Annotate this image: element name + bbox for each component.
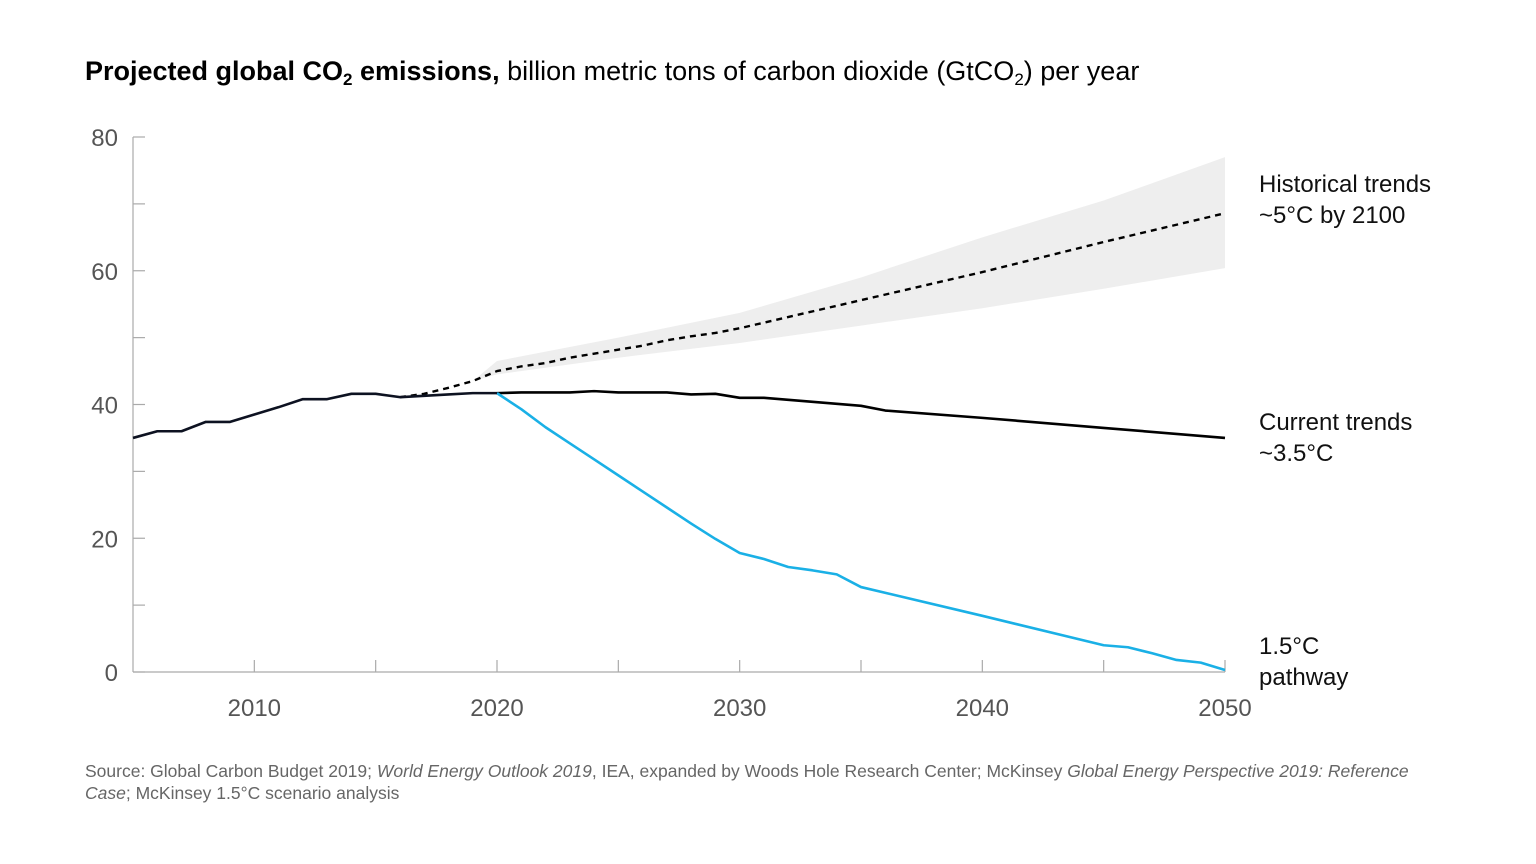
series-line-current [496,389,1226,440]
title-bold-suffix: emissions, [352,56,500,86]
series-label-current: Current trends ~3.5°C [1259,409,1412,467]
y-tick-label: 0 [105,660,118,687]
series-label-pathway: 1.5°C pathway [1259,633,1348,691]
source-part: World Energy Outlook 2019 [376,761,592,781]
source-part: Global Energy Perspective 2019: Referenc… [85,761,1409,803]
title-units-suffix: ) per year [1023,56,1140,86]
x-tick-label: 2040 [956,695,1009,722]
series-label-line: 1.5°C [1259,633,1319,660]
y-tick-label: 80 [91,125,118,152]
series-label-line: ~5°C by 2100 [1259,202,1405,229]
source-part: , IEA, expanded by Woods Hole Research C… [591,761,1068,781]
series-label-line: Current trends [1259,409,1412,436]
source-part: ; McKinsey 1.5°C scenario analysis [125,783,400,803]
title-subscript: 2 [343,70,353,89]
series-label-line: ~3.5°C [1259,440,1333,467]
series-label-historical-trends: Historical trends ~5°C by 2100 [1259,171,1431,229]
source-note: Source: Global Carbon Budget 2019; World… [85,760,1415,804]
y-tick-label: 20 [91,526,118,553]
series-line-pathway [496,392,1226,672]
x-tick-label: 2030 [713,695,766,722]
title-units-subscript: 2 [1014,70,1024,89]
series-label-line: pathway [1259,664,1348,691]
series-label-line: Historical trends [1259,171,1431,198]
chart-title: Projected global CO2 emissions, billion … [85,56,1140,89]
x-tick-label: 2010 [228,695,281,722]
x-tick-label: 2020 [470,695,523,722]
series-line-historical [132,391,497,440]
source-part: Source: Global Carbon Budget 2019; [85,761,377,781]
historical-trends-range-band [472,157,1225,382]
series-line-historical-trends [399,212,1226,399]
y-tick-label: 60 [91,259,118,286]
y-tick-label: 40 [91,393,118,420]
x-tick-label: 2050 [1198,695,1251,722]
title-bold-text: Projected global CO [85,56,344,86]
title-bold: Projected global CO2 emissions, [85,56,500,89]
title-units: billion metric tons of carbon dioxide (G… [499,56,1015,86]
